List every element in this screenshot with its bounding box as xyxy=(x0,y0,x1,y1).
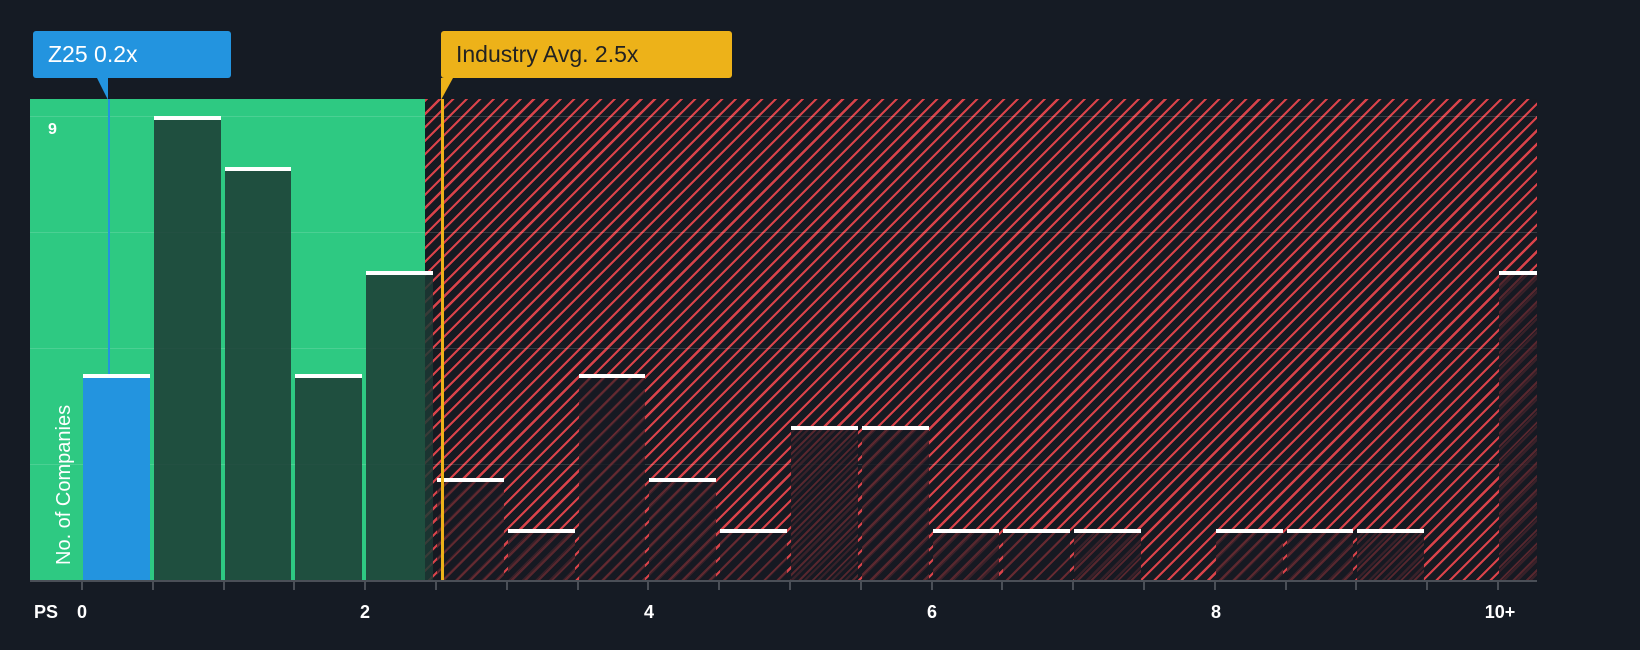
x-tick xyxy=(81,582,83,590)
gridline xyxy=(30,464,1537,465)
histogram-bar xyxy=(507,529,575,581)
x-tick xyxy=(1284,582,1287,590)
company-callout: Z25 0.2x xyxy=(33,31,231,78)
histogram-bar xyxy=(649,477,717,581)
histogram-bar xyxy=(224,167,292,581)
bar-cap xyxy=(153,115,221,120)
histogram-bar xyxy=(153,115,221,581)
bar-cap xyxy=(791,425,858,430)
bar-cap xyxy=(224,167,292,172)
x-tick-label-6: 6 xyxy=(926,602,938,622)
bar-cap xyxy=(932,529,1000,534)
histogram-bar xyxy=(1215,529,1283,581)
x-tick-label-4: 4 xyxy=(643,602,655,622)
histogram-bar xyxy=(932,529,1000,581)
gridline xyxy=(30,232,1537,233)
histogram-bar xyxy=(791,425,858,581)
bar-cap xyxy=(366,270,433,275)
histogram-bar xyxy=(861,425,929,581)
histogram-bar xyxy=(1499,270,1537,581)
industry-callout-label: Industry Avg. 2.5x xyxy=(456,41,639,67)
x-tick xyxy=(222,582,225,590)
company-callout-pointer xyxy=(97,78,108,100)
x-tick xyxy=(930,582,933,590)
bar-cap xyxy=(720,529,787,534)
bar-cap xyxy=(1357,529,1425,534)
bar-cap xyxy=(437,477,504,482)
x-tick xyxy=(1072,582,1075,590)
bar-cap xyxy=(1074,529,1141,534)
industry-callout-pointer xyxy=(441,78,453,100)
bar-cap xyxy=(295,374,363,379)
x-tick xyxy=(718,582,721,590)
histogram-bar xyxy=(1286,529,1354,581)
x-axis-prefix: PS xyxy=(34,602,59,622)
gridline xyxy=(30,116,1537,117)
x-tick xyxy=(1001,582,1004,590)
x-tick xyxy=(1497,582,1499,590)
bar-cap xyxy=(1003,529,1071,534)
company-marker-line xyxy=(108,99,110,374)
histogram-bar xyxy=(1074,529,1141,581)
y-tick-label: 9 xyxy=(48,121,57,138)
x-tick-label-0: 0 xyxy=(76,602,88,622)
industry-callout: Industry Avg. 2.5x xyxy=(441,31,732,78)
overvalued-zone xyxy=(425,99,1537,581)
bar-cap xyxy=(649,477,717,482)
x-tick xyxy=(576,582,579,590)
x-tick xyxy=(435,582,437,590)
company-bin-bar xyxy=(83,374,150,581)
x-tick xyxy=(151,582,154,590)
bar-cap xyxy=(1286,529,1354,534)
histogram-bar xyxy=(437,477,504,581)
bar-cap xyxy=(861,425,929,430)
histogram-bar xyxy=(720,529,787,581)
x-tick xyxy=(1426,582,1429,590)
x-tick xyxy=(859,582,862,590)
x-tick xyxy=(1213,582,1216,590)
x-tick-label-8: 8 xyxy=(1210,602,1222,622)
histogram-bar xyxy=(295,374,363,581)
company-callout-label: Z25 0.2x xyxy=(48,41,138,67)
bar-cap xyxy=(83,374,150,379)
bar-cap xyxy=(1215,529,1283,534)
histogram-plot xyxy=(30,99,1537,581)
gridline xyxy=(30,348,1537,349)
x-tick xyxy=(789,582,791,590)
histogram-bar xyxy=(366,270,433,581)
industry-avg-line xyxy=(441,99,444,581)
bar-cap xyxy=(1499,270,1537,275)
bar-cap xyxy=(507,529,575,534)
x-tick xyxy=(293,582,296,590)
x-tick xyxy=(1143,582,1145,590)
x-tick-label-10-plus: 10+ xyxy=(1484,602,1516,622)
x-tick xyxy=(647,582,650,590)
histogram-bar xyxy=(1003,529,1071,581)
histogram-bar xyxy=(578,374,646,581)
y-axis-label: No. of Companies xyxy=(53,404,75,565)
x-tick-label-2: 2 xyxy=(359,602,371,622)
x-tick xyxy=(364,582,367,590)
x-axis-line xyxy=(30,580,1537,582)
bar-cap xyxy=(578,374,646,379)
histogram-bar xyxy=(1357,529,1425,581)
x-tick xyxy=(1355,582,1358,590)
x-tick xyxy=(505,582,508,590)
